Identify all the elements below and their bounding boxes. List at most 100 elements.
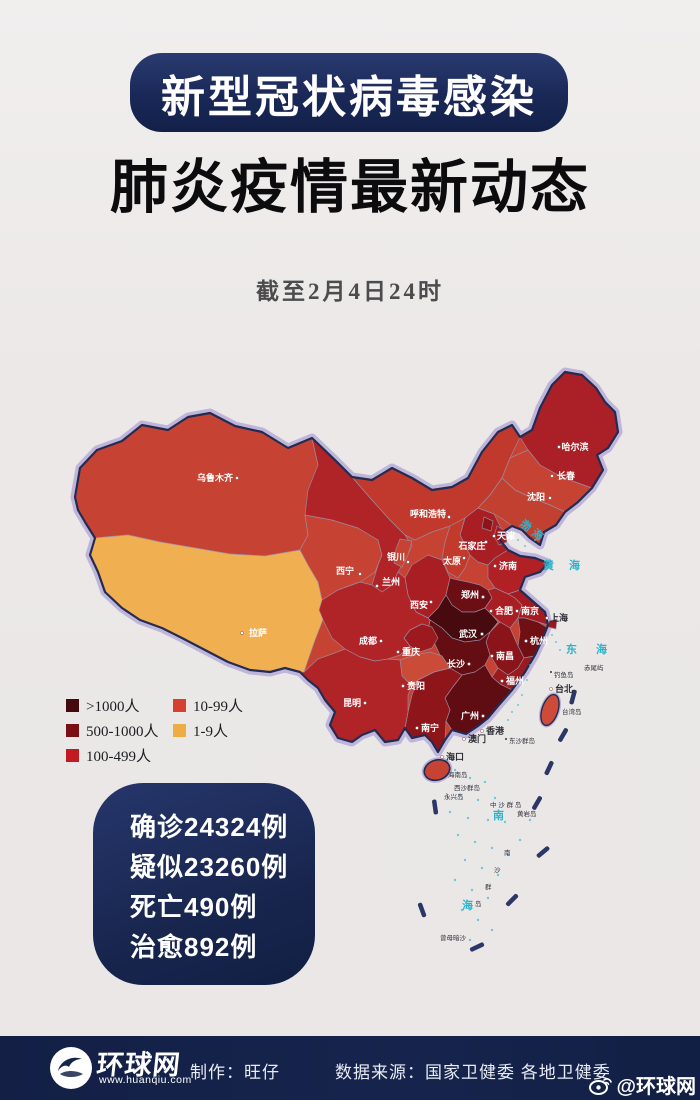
sea-label-huanghai: 黄 海 bbox=[543, 558, 586, 572]
province-yunnan bbox=[299, 648, 413, 743]
city-label-shijiazhuang: 石家庄 bbox=[457, 540, 485, 551]
city-label-kunming: 昆明 bbox=[343, 698, 361, 708]
legend-swatch bbox=[66, 724, 79, 737]
legend-item: 1-9人 bbox=[173, 720, 228, 741]
city-label-tianjin: 天津 bbox=[497, 530, 515, 541]
city-label-taipei: 台北 bbox=[555, 683, 573, 694]
city-label-nanchang: 南昌 bbox=[496, 650, 514, 661]
city-label-fuzhou: 福州 bbox=[505, 675, 524, 686]
legend-swatch bbox=[66, 699, 79, 712]
province-xinjiang bbox=[74, 412, 319, 557]
city-label-xining: 西宁 bbox=[336, 565, 354, 576]
sea-label-nanhai-2: 海 bbox=[462, 898, 473, 912]
stats-panel: 确诊24324例 疑似23260例 死亡490例 治愈892例 bbox=[93, 783, 315, 985]
legend-label: 100-499人 bbox=[86, 749, 151, 765]
island-label-nansha-4: 岛 bbox=[475, 899, 482, 908]
city-label-macau: 澳门 bbox=[468, 733, 486, 744]
city-label-nanning: 南宁 bbox=[421, 722, 439, 733]
legend-item: 10-99人 bbox=[173, 695, 243, 716]
island-label-nansha-2: 沙 bbox=[494, 867, 501, 874]
city-label-shenyang: 沈阳 bbox=[527, 491, 545, 502]
weibo-handle: @环球网 bbox=[589, 1070, 696, 1099]
city-label-urumqi: 乌鲁木齐 bbox=[197, 472, 234, 483]
island-label-zhongsha: 中 沙 群 岛 bbox=[490, 800, 521, 809]
data-source-text: 数据来源：国家卫健委 各地卫健委 bbox=[335, 1063, 611, 1082]
city-label-nanjing: 南京 bbox=[521, 605, 539, 616]
province-anhui bbox=[484, 587, 523, 629]
city-label-zhengzhou: 郑州 bbox=[461, 589, 479, 600]
legend-swatch bbox=[173, 699, 186, 712]
island-hainan bbox=[421, 757, 453, 783]
province-beijing bbox=[481, 516, 494, 532]
island-taiwan bbox=[538, 692, 562, 728]
sea-label-nanhai-1: 南 bbox=[493, 808, 504, 822]
city-label-xian: 西安 bbox=[410, 599, 428, 610]
huanqiu-logo-icon bbox=[50, 1047, 92, 1089]
city-label-lanzhou: 兰州 bbox=[382, 576, 400, 587]
city-label-jinan: 济南 bbox=[499, 560, 517, 571]
island-label-chiwei: 赤尾屿 bbox=[584, 663, 604, 672]
credit-text: 制作：旺仔 bbox=[190, 1063, 280, 1082]
island-label-huangyan: 黄岩岛 bbox=[517, 809, 537, 818]
city-label-changsha: 长沙 bbox=[447, 658, 465, 669]
legend-label: 10-99人 bbox=[193, 699, 243, 715]
stat-confirmed: 确诊24324例 bbox=[130, 812, 289, 842]
city-label-changchun: 长春 bbox=[557, 470, 576, 481]
city-label-chengdu: 成都 bbox=[359, 635, 377, 646]
legend-label: 500-1000人 bbox=[86, 724, 159, 740]
city-label-hefei: 合肥 bbox=[495, 605, 513, 616]
island-label-hainan: 海南岛 bbox=[448, 770, 468, 779]
islet-marker bbox=[505, 738, 507, 740]
country-border bbox=[73, 370, 620, 754]
city-label-taiyuan: 太原 bbox=[442, 555, 461, 566]
sea-label-donghai: 东 海 bbox=[566, 642, 615, 656]
island-label-taiwan: 台湾岛 bbox=[562, 707, 582, 716]
island-label-diaoyu: 钓鱼岛 bbox=[554, 670, 574, 679]
legend-swatch bbox=[173, 724, 186, 737]
city-label-haikou: 海口 bbox=[446, 751, 464, 762]
page-title: 肺炎疫情最新动态 bbox=[109, 155, 590, 220]
stat-recovered: 治愈892例 bbox=[130, 932, 258, 962]
city-label-hongkong: 香港 bbox=[485, 725, 505, 736]
island-label-yongxing: 永兴岛 bbox=[444, 792, 464, 801]
island-label-nansha-3: 群 bbox=[485, 882, 492, 891]
island-label-nansha-1: 南 bbox=[504, 848, 511, 857]
province-chongqing bbox=[403, 623, 439, 653]
stat-deaths: 死亡490例 bbox=[130, 892, 258, 922]
province-hunan bbox=[427, 619, 491, 676]
nine-dash-line bbox=[417, 689, 577, 952]
title-banner: 新型冠状病毒感染 bbox=[130, 53, 568, 132]
city-label-chongqing: 重庆 bbox=[402, 646, 420, 657]
legend-swatch bbox=[66, 749, 79, 762]
weibo-handle-text: @环球网 bbox=[616, 1076, 696, 1098]
legend-item: 500-1000人 bbox=[66, 720, 159, 741]
city-label-yinchuan: 银川 bbox=[387, 551, 405, 562]
legend-label: >1000人 bbox=[86, 699, 140, 715]
china-epidemic-map: 渤海 黄 海 东 海 南 海 钓鱼岛 赤尾屿 台湾岛 东沙群岛 西沙群岛 永兴岛… bbox=[0, 350, 700, 1000]
city-label-guangzhou: 广州 bbox=[461, 710, 479, 721]
city-label-shanghai: 上海 bbox=[550, 612, 568, 623]
islet-dots bbox=[448, 532, 561, 942]
island-label-zengmu: 曾母暗沙 bbox=[440, 933, 467, 942]
city-label-hangzhou: 杭州 bbox=[530, 635, 548, 646]
island-label-xisha: 西沙群岛 bbox=[454, 783, 480, 792]
stat-suspected: 疑似23260例 bbox=[130, 852, 289, 882]
legend-item: >1000人 bbox=[66, 695, 139, 716]
legend-item: 100-499人 bbox=[66, 745, 151, 766]
banner-label: 新型冠状病毒感染 bbox=[161, 72, 537, 122]
province-shanxi bbox=[441, 517, 471, 579]
province-ningxia bbox=[393, 538, 413, 568]
footer-bar: 环球网 www.huanqiu.com 制作：旺仔 数据来源：国家卫健委 各地卫… bbox=[0, 1036, 700, 1100]
city-label-harbin: 哈尔滨 bbox=[561, 441, 588, 452]
brand-url: www.huanqiu.com bbox=[99, 1074, 192, 1086]
island-label-dongsha: 东沙群岛 bbox=[509, 736, 535, 745]
as-of-date: 截至2月4日24时 bbox=[256, 279, 444, 304]
legend-label: 1-9人 bbox=[193, 724, 228, 740]
city-label-wuhan: 武汉 bbox=[459, 628, 478, 639]
city-label-hohhot: 呼和浩特 bbox=[410, 508, 446, 519]
city-label-guiyang: 贵阳 bbox=[407, 680, 425, 691]
city-label-lhasa: 拉萨 bbox=[249, 627, 267, 638]
map-svg: 渤海 黄 海 东 海 南 海 钓鱼岛 赤尾屿 台湾岛 东沙群岛 西沙群岛 永兴岛… bbox=[70, 367, 623, 952]
islet-marker bbox=[550, 671, 552, 673]
